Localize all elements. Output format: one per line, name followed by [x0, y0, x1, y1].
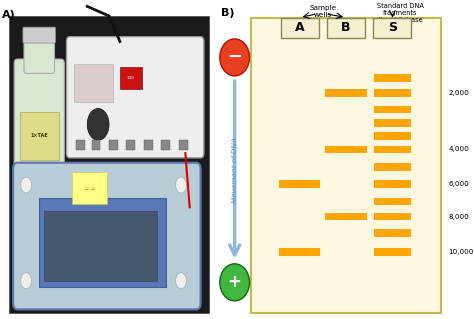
Bar [374, 213, 411, 220]
Bar [279, 180, 320, 188]
Bar [374, 132, 411, 139]
Bar [374, 18, 411, 38]
Bar [44, 211, 157, 281]
Bar [374, 229, 411, 237]
Circle shape [87, 108, 109, 140]
Bar [327, 18, 365, 38]
Text: B): B) [220, 8, 234, 18]
Bar [374, 145, 411, 153]
Bar [374, 198, 411, 205]
Bar [374, 163, 411, 171]
Text: A): A) [2, 10, 16, 19]
Bar [374, 249, 411, 256]
FancyBboxPatch shape [23, 27, 55, 43]
Bar [374, 89, 411, 97]
Bar [374, 120, 411, 127]
Circle shape [21, 273, 32, 289]
Circle shape [175, 273, 186, 289]
Bar [74, 64, 113, 102]
Bar [144, 140, 153, 150]
Bar [91, 140, 100, 150]
Bar [374, 74, 411, 82]
Bar [281, 18, 319, 38]
Text: Sample
wells: Sample wells [309, 5, 337, 18]
Bar [179, 140, 188, 150]
Text: A: A [295, 21, 304, 34]
Text: −: − [227, 48, 242, 66]
Bar [120, 67, 142, 89]
Text: 2,000: 2,000 [448, 90, 469, 96]
Bar [161, 140, 170, 150]
FancyBboxPatch shape [66, 37, 204, 158]
Text: 10,000: 10,000 [448, 249, 474, 255]
Bar [109, 140, 118, 150]
Bar [325, 89, 367, 97]
Bar [127, 140, 135, 150]
Bar [279, 249, 320, 256]
Bar [251, 18, 441, 313]
Bar [374, 106, 411, 114]
Text: 100: 100 [127, 76, 135, 80]
Text: 1×TAE: 1×TAE [30, 133, 48, 138]
Bar [325, 145, 367, 153]
Text: Movement of DNA: Movement of DNA [232, 137, 237, 203]
Text: S: S [388, 21, 397, 34]
Bar [39, 198, 166, 287]
Circle shape [175, 177, 186, 193]
Text: Standard DNA
fragments
(i.e., kilobase
ladder): Standard DNA fragments (i.e., kilobase l… [377, 3, 424, 31]
Bar [19, 112, 59, 160]
Bar [374, 180, 411, 188]
Bar [76, 140, 85, 150]
Bar [325, 213, 367, 220]
Text: ⚠ ⚠: ⚠ ⚠ [83, 186, 95, 191]
FancyBboxPatch shape [13, 163, 201, 309]
Circle shape [220, 39, 249, 76]
Text: +: + [228, 273, 242, 291]
Circle shape [220, 264, 249, 301]
Text: 8,000: 8,000 [448, 214, 469, 219]
Circle shape [21, 177, 32, 193]
FancyBboxPatch shape [14, 59, 64, 190]
Text: 6,000: 6,000 [448, 181, 469, 187]
Text: B: B [341, 21, 351, 34]
Text: 4,000: 4,000 [448, 146, 469, 152]
FancyBboxPatch shape [24, 35, 55, 73]
Bar [72, 172, 107, 204]
